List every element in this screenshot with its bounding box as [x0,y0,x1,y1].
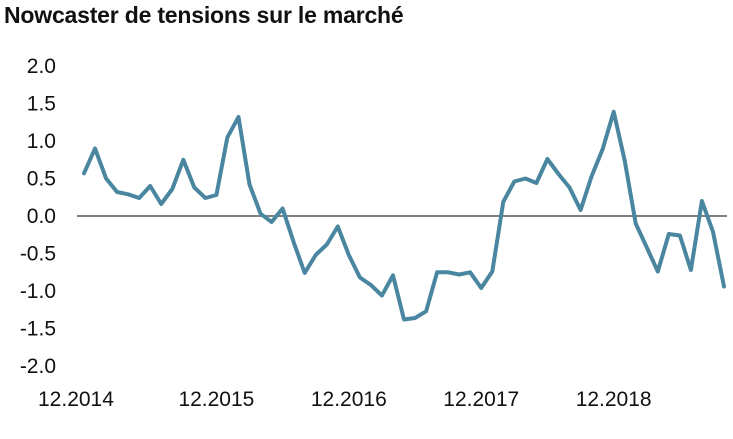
y-tick-label: -2.0 [20,355,56,378]
x-tick-label: 12.2015 [178,388,254,411]
y-axis-tick-labels: 2.0 1.5 1.0 0.5 0.0 -0.5 -1.0 -1.5 -2.0 [20,55,56,378]
x-axis-tick-labels: 12.2014 12.2015 12.2016 12.2017 12.2018 [38,388,652,411]
x-tick-label: 12.2018 [576,388,652,411]
y-tick-label: 0.0 [27,205,56,228]
series-line [82,109,726,322]
y-tick-label: 1.0 [27,130,56,153]
x-tick-label: 12.2014 [38,388,114,411]
y-tick-label: 1.5 [27,93,56,116]
y-tick-label: 2.0 [27,55,56,78]
y-tick-label: -0.5 [20,243,56,266]
y-tick-label: -1.5 [20,318,56,341]
x-tick-label: 12.2017 [443,388,519,411]
y-tick-label: 0.5 [27,168,56,191]
y-tick-label: -1.0 [20,280,56,303]
x-tick-label: 12.2016 [311,388,387,411]
chart-title: Nowcaster de tensions sur le marché [4,2,404,28]
